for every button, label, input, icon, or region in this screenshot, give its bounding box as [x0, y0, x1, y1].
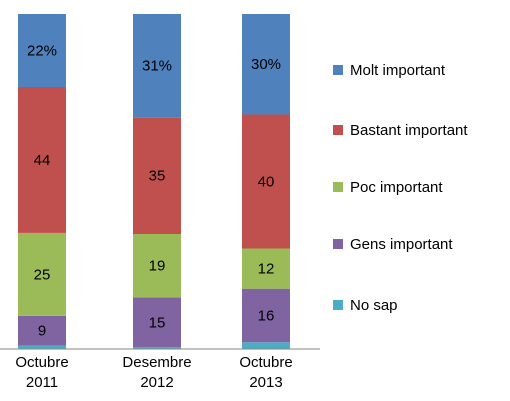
- legend-label: Gens important: [350, 236, 453, 253]
- legend-swatch: [333, 125, 343, 135]
- bar-segment: [18, 315, 66, 346]
- legend-label: Bastant important: [350, 122, 468, 139]
- bar-segment: [242, 248, 290, 289]
- data-label: 30%: [251, 56, 281, 73]
- legend-swatch: [333, 300, 343, 310]
- legend-swatch: [333, 65, 343, 75]
- legend-swatch: [333, 182, 343, 192]
- x-tick-label: Octubre 2013: [239, 354, 292, 391]
- legend-swatch: [333, 239, 343, 249]
- bar-segment: [133, 347, 181, 349]
- bar-segment: [18, 232, 66, 316]
- data-label: 25: [34, 266, 51, 283]
- x-tick-label: Desembre 2012: [122, 354, 191, 391]
- bar-segment: [18, 345, 66, 349]
- bar-segment: [242, 288, 290, 343]
- bar-segment: [18, 86, 66, 233]
- bar-segment: [133, 14, 181, 118]
- bar-segment: [133, 297, 181, 348]
- data-label: 31%: [142, 58, 172, 75]
- data-label: 15: [149, 314, 166, 331]
- bar-segment: [242, 342, 290, 349]
- data-label: 19: [149, 258, 166, 275]
- x-tick-label: Octubre 2011: [15, 354, 68, 391]
- legend-label: Poc important: [350, 179, 443, 196]
- bar-segment: [242, 14, 290, 115]
- data-label: 35: [149, 168, 166, 185]
- bar-segment: [133, 234, 181, 298]
- bar-segment: [242, 114, 290, 249]
- data-label: 44: [34, 152, 51, 169]
- data-label: 40: [258, 173, 275, 190]
- legend-label: No sap: [350, 297, 398, 314]
- data-label: 9: [38, 323, 46, 340]
- legend-label: Molt important: [350, 62, 446, 79]
- bar-segment: [133, 117, 181, 234]
- bar-segment: [18, 14, 66, 87]
- data-label: 22%: [27, 42, 57, 59]
- data-label: 12: [258, 261, 275, 278]
- data-label: 16: [258, 307, 275, 324]
